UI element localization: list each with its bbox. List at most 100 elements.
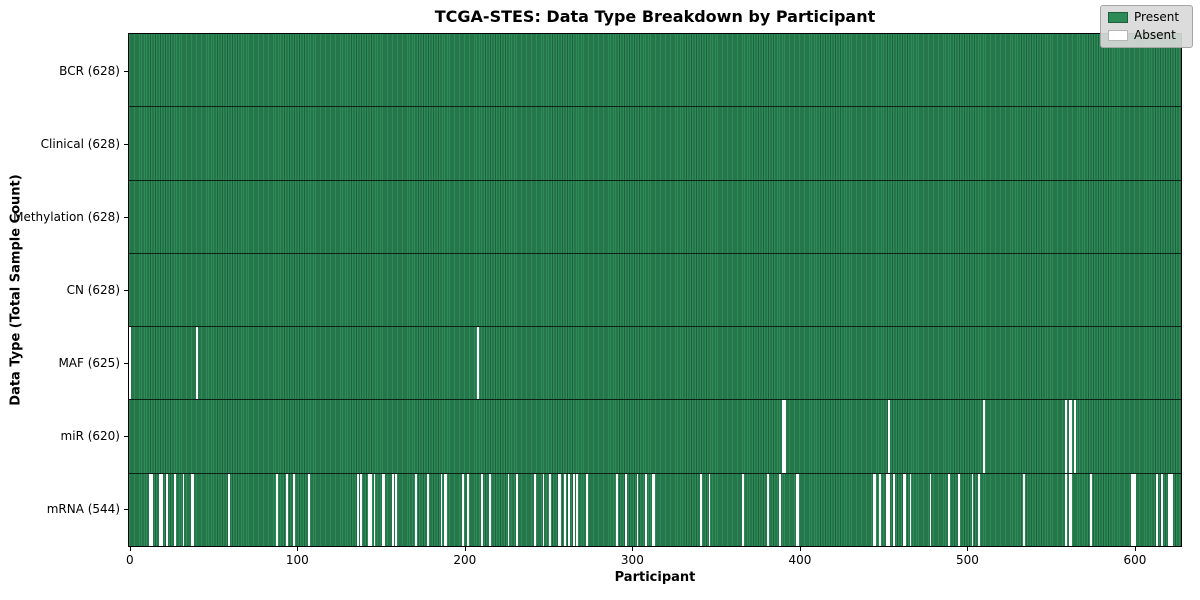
x-tick-mark	[632, 547, 634, 551]
absent-line	[160, 473, 163, 546]
x-tick-mark	[297, 547, 299, 551]
absent-line	[567, 473, 570, 546]
x-axis-tick-label: 0	[126, 553, 134, 567]
absent-line	[576, 473, 578, 546]
absent-line	[190, 473, 193, 546]
absent-line	[874, 473, 877, 546]
x-tick-mark	[129, 547, 131, 551]
absent-line	[373, 473, 376, 546]
absent-line	[1068, 400, 1071, 473]
absent-line	[440, 473, 443, 546]
absent-line	[515, 473, 518, 546]
absent-line	[653, 473, 656, 546]
absent-line	[1132, 473, 1135, 546]
absent-line	[1070, 400, 1073, 473]
absent-line	[427, 473, 429, 546]
absent-line	[902, 473, 905, 546]
y-tick-mark	[124, 363, 128, 365]
legend-item-present: Present	[1108, 11, 1185, 24]
absent-line	[958, 473, 960, 546]
x-tick-mark	[967, 547, 969, 551]
y-tick-mark	[124, 436, 128, 438]
absent-line	[1073, 400, 1076, 473]
absent-line	[887, 400, 890, 473]
absent-line	[360, 473, 362, 546]
legend: Present Absent	[1100, 5, 1193, 48]
absent-line	[651, 473, 654, 546]
absent-line	[624, 473, 627, 546]
absent-line	[892, 473, 895, 546]
absent-line	[872, 473, 875, 546]
absent-line	[797, 473, 800, 546]
absent-line	[480, 473, 483, 546]
absent-line	[293, 473, 295, 546]
absent-line	[395, 473, 398, 546]
absent-line	[549, 473, 552, 546]
absent-line	[971, 473, 974, 546]
absent-line	[909, 473, 912, 546]
absent-line	[159, 473, 161, 546]
chart-title: TCGA-STES: Data Type Breakdown by Partic…	[434, 7, 876, 26]
absent-line	[886, 473, 888, 546]
x-axis-tick-label: 500	[955, 553, 979, 567]
absent-line	[1070, 473, 1073, 546]
absent-line	[165, 473, 168, 546]
x-axis-tick-label: 400	[788, 553, 812, 567]
x-tick-mark	[799, 547, 801, 551]
y-axis-tick-label: CN (628)	[66, 283, 120, 297]
y-axis-tick-label: mRNA (544)	[46, 502, 120, 517]
heatmap-row-methylation	[129, 180, 1181, 254]
absent-line	[174, 473, 176, 546]
absent-line	[462, 473, 465, 546]
legend-label-absent: Absent	[1134, 28, 1176, 42]
absent-line	[227, 473, 230, 546]
absent-line	[370, 473, 372, 546]
absent-line	[795, 473, 798, 546]
y-tick-mark	[124, 70, 128, 72]
absent-line	[534, 473, 537, 546]
absent-line	[887, 473, 890, 546]
y-axis-tick-label: BCR (628)	[59, 63, 120, 78]
absent-line	[276, 473, 279, 546]
y-tick-mark	[124, 216, 128, 218]
x-axis-tick-label: 600	[1123, 553, 1147, 567]
absent-line	[286, 473, 289, 546]
absent-line	[150, 473, 153, 546]
absent-line	[1155, 473, 1158, 546]
absent-line	[559, 473, 562, 546]
y-tick-mark	[124, 509, 128, 511]
absent-line	[778, 473, 781, 546]
y-axis-tick-label: miR (620)	[60, 429, 120, 444]
heatmap-row-cn	[129, 253, 1181, 328]
absent-line	[1167, 473, 1170, 546]
absent-line	[356, 473, 359, 546]
y-axis-tick-label: MAF (625)	[58, 356, 120, 371]
absent-line	[489, 473, 491, 546]
absent-line	[368, 473, 371, 546]
absent-line	[586, 473, 589, 546]
absent-line	[445, 473, 448, 546]
x-axis-tick-label: 300	[620, 553, 644, 567]
absent-line	[782, 400, 785, 473]
absent-line	[507, 473, 510, 546]
absent-line	[467, 473, 470, 546]
absent-line	[978, 473, 981, 546]
x-tick-mark	[1134, 547, 1136, 551]
plot-area	[128, 33, 1182, 547]
absent-line	[308, 473, 310, 546]
absent-line	[1170, 473, 1173, 546]
absent-line	[542, 473, 545, 546]
heatmap-row-clinical	[129, 107, 1181, 181]
legend-present-swatch-icon	[1108, 12, 1128, 23]
absent-line	[1169, 473, 1171, 546]
legend-absent-swatch-icon	[1108, 30, 1128, 41]
absent-line	[904, 473, 907, 546]
absent-line	[129, 327, 131, 400]
absent-line	[391, 473, 394, 546]
absent-line	[700, 473, 702, 546]
y-tick-mark	[124, 290, 128, 291]
absent-line	[195, 327, 198, 400]
x-axis-tick-label: 200	[453, 553, 477, 567]
x-axis-tick-label: 100	[285, 553, 309, 567]
